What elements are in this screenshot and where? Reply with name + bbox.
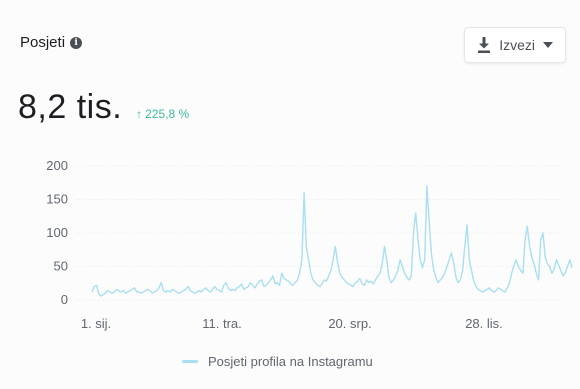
y-tick-label: 0 bbox=[61, 292, 68, 307]
chart-grid bbox=[76, 165, 560, 301]
chevron-down-icon bbox=[543, 42, 553, 48]
y-tick-label: 100 bbox=[46, 225, 68, 240]
y-tick-label: 200 bbox=[46, 158, 68, 173]
change-indicator: ↑ 225,8 % bbox=[136, 107, 189, 121]
x-tick-label: 11. tra. bbox=[202, 316, 242, 331]
y-tick-label: 50 bbox=[54, 259, 68, 274]
legend-swatch bbox=[182, 360, 198, 363]
x-tick-label: 20. srp. bbox=[328, 316, 371, 331]
total-visits-value: 8,2 tis. bbox=[18, 88, 123, 126]
info-icon[interactable]: i bbox=[70, 36, 83, 49]
y-axis-ticks: 0 50 100 150 200 bbox=[46, 158, 68, 307]
export-button[interactable]: Izvezi bbox=[464, 27, 566, 63]
chart-legend: Posjeti profila na Instagramu bbox=[182, 354, 373, 369]
change-value: 225,8 % bbox=[145, 107, 190, 121]
x-tick-label: 1. sij. bbox=[81, 316, 111, 331]
x-axis-ticks: 1. sij. 11. tra. 20. srp. 28. lis. bbox=[81, 316, 503, 331]
summary-row: 8,2 tis. ↑ 225,8 % bbox=[18, 88, 189, 127]
card-title: Posjeti bbox=[20, 34, 66, 51]
download-icon bbox=[478, 37, 491, 53]
series-line-instagram-profile-visits bbox=[91, 185, 573, 297]
y-tick-label: 150 bbox=[46, 192, 68, 207]
arrow-up-icon: ↑ bbox=[136, 107, 143, 121]
legend-label: Posjeti profila na Instagramu bbox=[208, 354, 373, 369]
x-tick-label: 28. lis. bbox=[465, 316, 503, 331]
visits-line-chart: 0 50 100 150 200 1. sij. 11. tra. 20. srp. 28. … bbox=[46, 158, 573, 331]
card-header: Posjeti i bbox=[20, 34, 83, 51]
export-label: Izvezi bbox=[499, 37, 535, 53]
